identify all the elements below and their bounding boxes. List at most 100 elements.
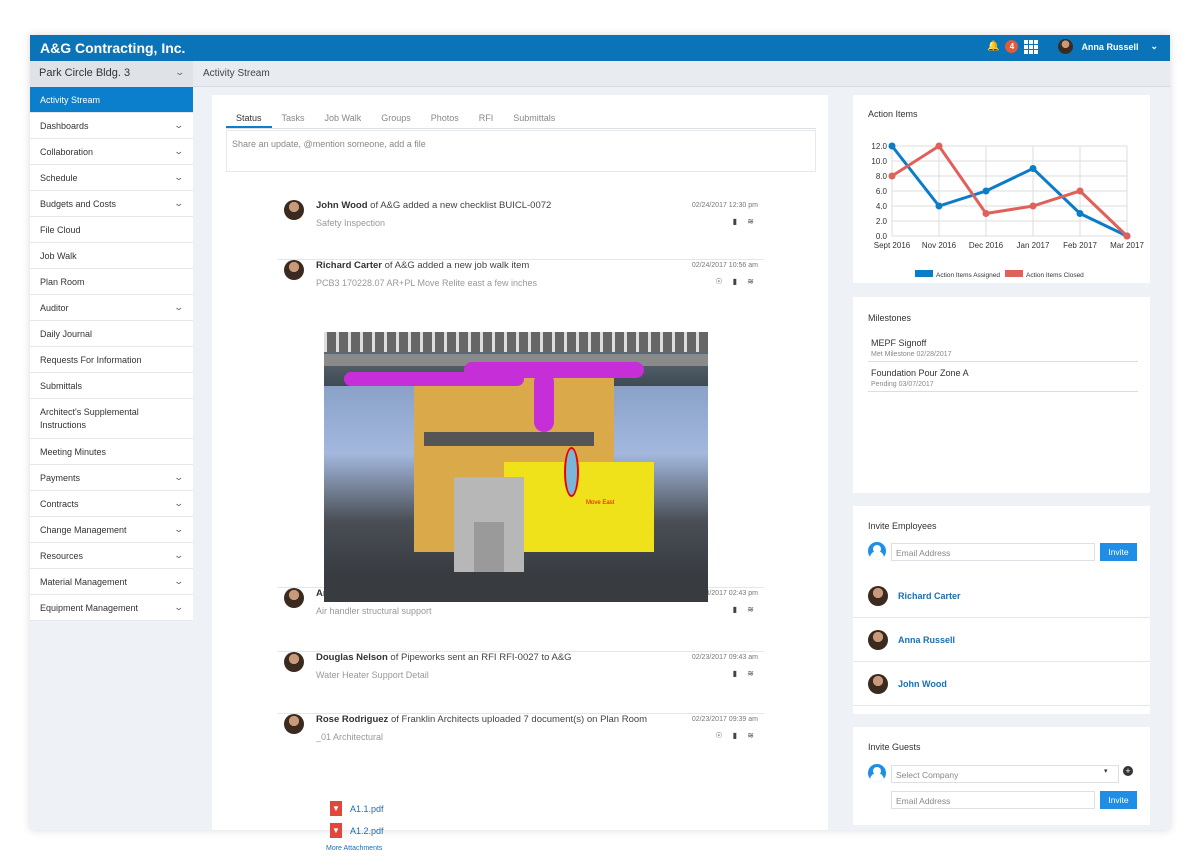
add-icon[interactable]: +: [1123, 766, 1133, 776]
sidebar-item[interactable]: Meeting Minutes: [30, 439, 193, 465]
post-text: Richard Carter of A&G added a new job wa…: [316, 260, 530, 271]
project-selector[interactable]: Park Circle Bldg. 3 ⌄: [30, 61, 193, 87]
tab[interactable]: Status: [226, 113, 272, 128]
data-point: [888, 172, 896, 180]
sidebar-item[interactable]: Daily Journal: [30, 321, 193, 347]
milestone-item[interactable]: MEPF Signoff Met Milestone 02/28/2017: [868, 335, 1138, 362]
avatar: [868, 585, 888, 606]
y-tick-label: 8.0: [876, 172, 888, 181]
author-name[interactable]: Rose Rodriguez: [316, 714, 389, 725]
timestamp: 02/23/2017 09:39 am: [691, 716, 758, 723]
sidebar-item[interactable]: Equipment Management ⌄: [30, 595, 193, 621]
action-items-card: Action Items 0.0 2.0 4.0 6.0 8.0 10.0 12.0 Sept…: [853, 95, 1150, 283]
x-tick-label: Jan 2017: [1017, 241, 1050, 250]
invite-employees-title: Invite Employees: [868, 521, 937, 531]
email-field[interactable]: Email Address: [891, 543, 1095, 561]
bell-icon[interactable]: 🔔: [986, 41, 1000, 52]
chevron-down-icon: ⌄: [173, 120, 185, 130]
apps-grid-icon[interactable]: [1024, 39, 1039, 54]
status-tabs: Status Tasks Job Walk Groups Photos RFI Submit…: [226, 113, 816, 129]
y-tick-label: 12.0: [871, 142, 887, 151]
avatar: [284, 200, 304, 220]
company-select[interactable]: Select Company: [891, 765, 1119, 783]
sidebar-item[interactable]: Job Walk: [30, 243, 193, 269]
post-text: Douglas Nelson of Pipeworks sent an RFI …: [316, 652, 572, 663]
sidebar-item[interactable]: Budgets and Costs ⌄: [30, 191, 193, 217]
sidebar-item[interactable]: Plan Room: [30, 269, 193, 295]
post-subtitle: Water Heater Support Detail: [316, 670, 429, 680]
invite-guest-button[interactable]: Invite: [1100, 791, 1137, 809]
tab[interactable]: Job Walk: [324, 113, 362, 123]
post-action-icons[interactable]: ▮ ≋: [732, 669, 758, 678]
post-action-icons[interactable]: ☉ ▮ ≋: [715, 277, 758, 286]
pdf-icon: ▼: [330, 801, 342, 816]
data-point: [935, 202, 943, 210]
avatar[interactable]: [1058, 39, 1074, 54]
sidebar-item[interactable]: Change Management ⌄: [30, 517, 193, 543]
chevron-down-icon[interactable]: ▾: [1104, 768, 1108, 775]
attachment-link[interactable]: ▼ A1.1.pdf: [330, 801, 384, 816]
post-action-icons[interactable]: ▮ ≋: [732, 605, 758, 614]
chevron-down-icon: ⌄: [173, 550, 185, 560]
sidebar-item[interactable]: Submittals: [30, 373, 193, 399]
tab[interactable]: Submittals: [513, 113, 556, 123]
tab[interactable]: Photos: [430, 113, 459, 123]
subheader: Park Circle Bldg. 3 ⌄ Activity Stream: [30, 61, 1170, 87]
sidebar-item-label: Dashboards: [40, 120, 89, 131]
invite-guests-title: Invite Guests: [868, 742, 921, 752]
sidebar-item[interactable]: Auditor ⌄: [30, 295, 193, 321]
sidebar-item[interactable]: Dashboards ⌄: [30, 113, 193, 139]
author-name[interactable]: John Wood: [316, 200, 368, 211]
chevron-down-icon[interactable]: ⌄: [1150, 41, 1158, 51]
user-name[interactable]: Anna Russell: [1081, 41, 1139, 52]
data-point: [982, 210, 990, 217]
sidebar-item-label: Resources: [40, 550, 84, 561]
post-text: John Wood of A&G added a new checklist B…: [316, 200, 552, 211]
y-tick-label: 6.0: [876, 187, 888, 196]
author-name[interactable]: Richard Carter: [316, 260, 382, 271]
chevron-down-icon: ⌄: [173, 576, 185, 586]
job-walk-image[interactable]: Move East: [324, 332, 708, 602]
sidebar-item[interactable]: Collaboration ⌄: [30, 139, 193, 165]
timestamp: 02/23/2017 09:43 am: [691, 654, 758, 661]
tab[interactable]: RFI: [478, 113, 494, 123]
tab[interactable]: Groups: [381, 113, 411, 123]
sidebar-item[interactable]: Architect's Supplemental Instructions: [30, 399, 193, 439]
share-input[interactable]: Share an update, @mention someone, add a…: [226, 130, 816, 172]
tab[interactable]: Tasks: [281, 113, 305, 123]
invite-employees-card: Invite Employees Email Address Invite Ri…: [853, 506, 1150, 714]
notification-badge[interactable]: 4: [1005, 40, 1019, 53]
attachment-name[interactable]: A1.2.pdf: [350, 825, 384, 836]
sidebar-item[interactable]: Material Management ⌄: [30, 569, 193, 595]
chevron-down-icon: ⌄: [173, 498, 185, 508]
sidebar-item-label: File Cloud: [40, 224, 81, 235]
sidebar-item[interactable]: Payments ⌄: [30, 465, 193, 491]
x-tick-label: Mar 2017: [1110, 241, 1144, 250]
sidebar-item-label: Material Management: [40, 576, 128, 587]
sidebar-item[interactable]: Resources ⌄: [30, 543, 193, 569]
employee-item[interactable]: Richard Carter: [853, 574, 1150, 618]
attachment-name[interactable]: A1.1.pdf: [350, 803, 384, 814]
author-name[interactable]: Douglas Nelson: [316, 652, 388, 663]
sidebar-item[interactable]: Requests For Information: [30, 347, 193, 373]
x-tick-label: Dec 2016: [969, 241, 1004, 250]
milestone-item[interactable]: Foundation Pour Zone A Pending 03/07/2017: [868, 365, 1138, 392]
post-action-icons[interactable]: ▮ ≋: [732, 217, 758, 226]
post-subtitle: _01 Architectural: [316, 732, 384, 742]
employee-item[interactable]: John Wood: [853, 662, 1150, 706]
post-action-icons[interactable]: ☉ ▮ ≋: [715, 731, 758, 740]
attachment-link[interactable]: ▼ A1.2.pdf: [330, 823, 384, 838]
series-line: [891, 143, 1129, 238]
sidebar-item[interactable]: Schedule ⌄: [30, 165, 193, 191]
invite-button[interactable]: Invite: [1100, 543, 1137, 561]
sidebar-item-label: Payments: [40, 472, 81, 483]
sidebar-item[interactable]: Activity Stream: [30, 87, 193, 113]
sidebar-item[interactable]: File Cloud: [30, 217, 193, 243]
user-icon: [868, 542, 886, 560]
x-tick-label: Nov 2016: [922, 241, 957, 250]
employee-item[interactable]: Anna Russell: [853, 618, 1150, 662]
activity-post: John Wood of A&G added a new checklist B…: [278, 200, 764, 260]
guest-email-field[interactable]: Email Address: [891, 791, 1095, 809]
more-attachments-link[interactable]: More Attachments: [326, 845, 383, 852]
sidebar-item[interactable]: Contracts ⌄: [30, 491, 193, 517]
